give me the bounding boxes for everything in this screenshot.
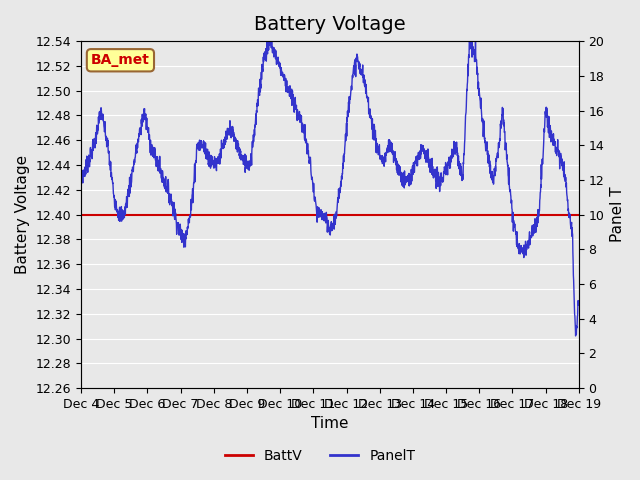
Legend: BattV, PanelT: BattV, PanelT <box>220 443 420 468</box>
X-axis label: Time: Time <box>311 417 349 432</box>
Y-axis label: Panel T: Panel T <box>610 187 625 242</box>
Text: BA_met: BA_met <box>91 53 150 67</box>
Title: Battery Voltage: Battery Voltage <box>254 15 406 34</box>
Y-axis label: Battery Voltage: Battery Voltage <box>15 155 30 274</box>
